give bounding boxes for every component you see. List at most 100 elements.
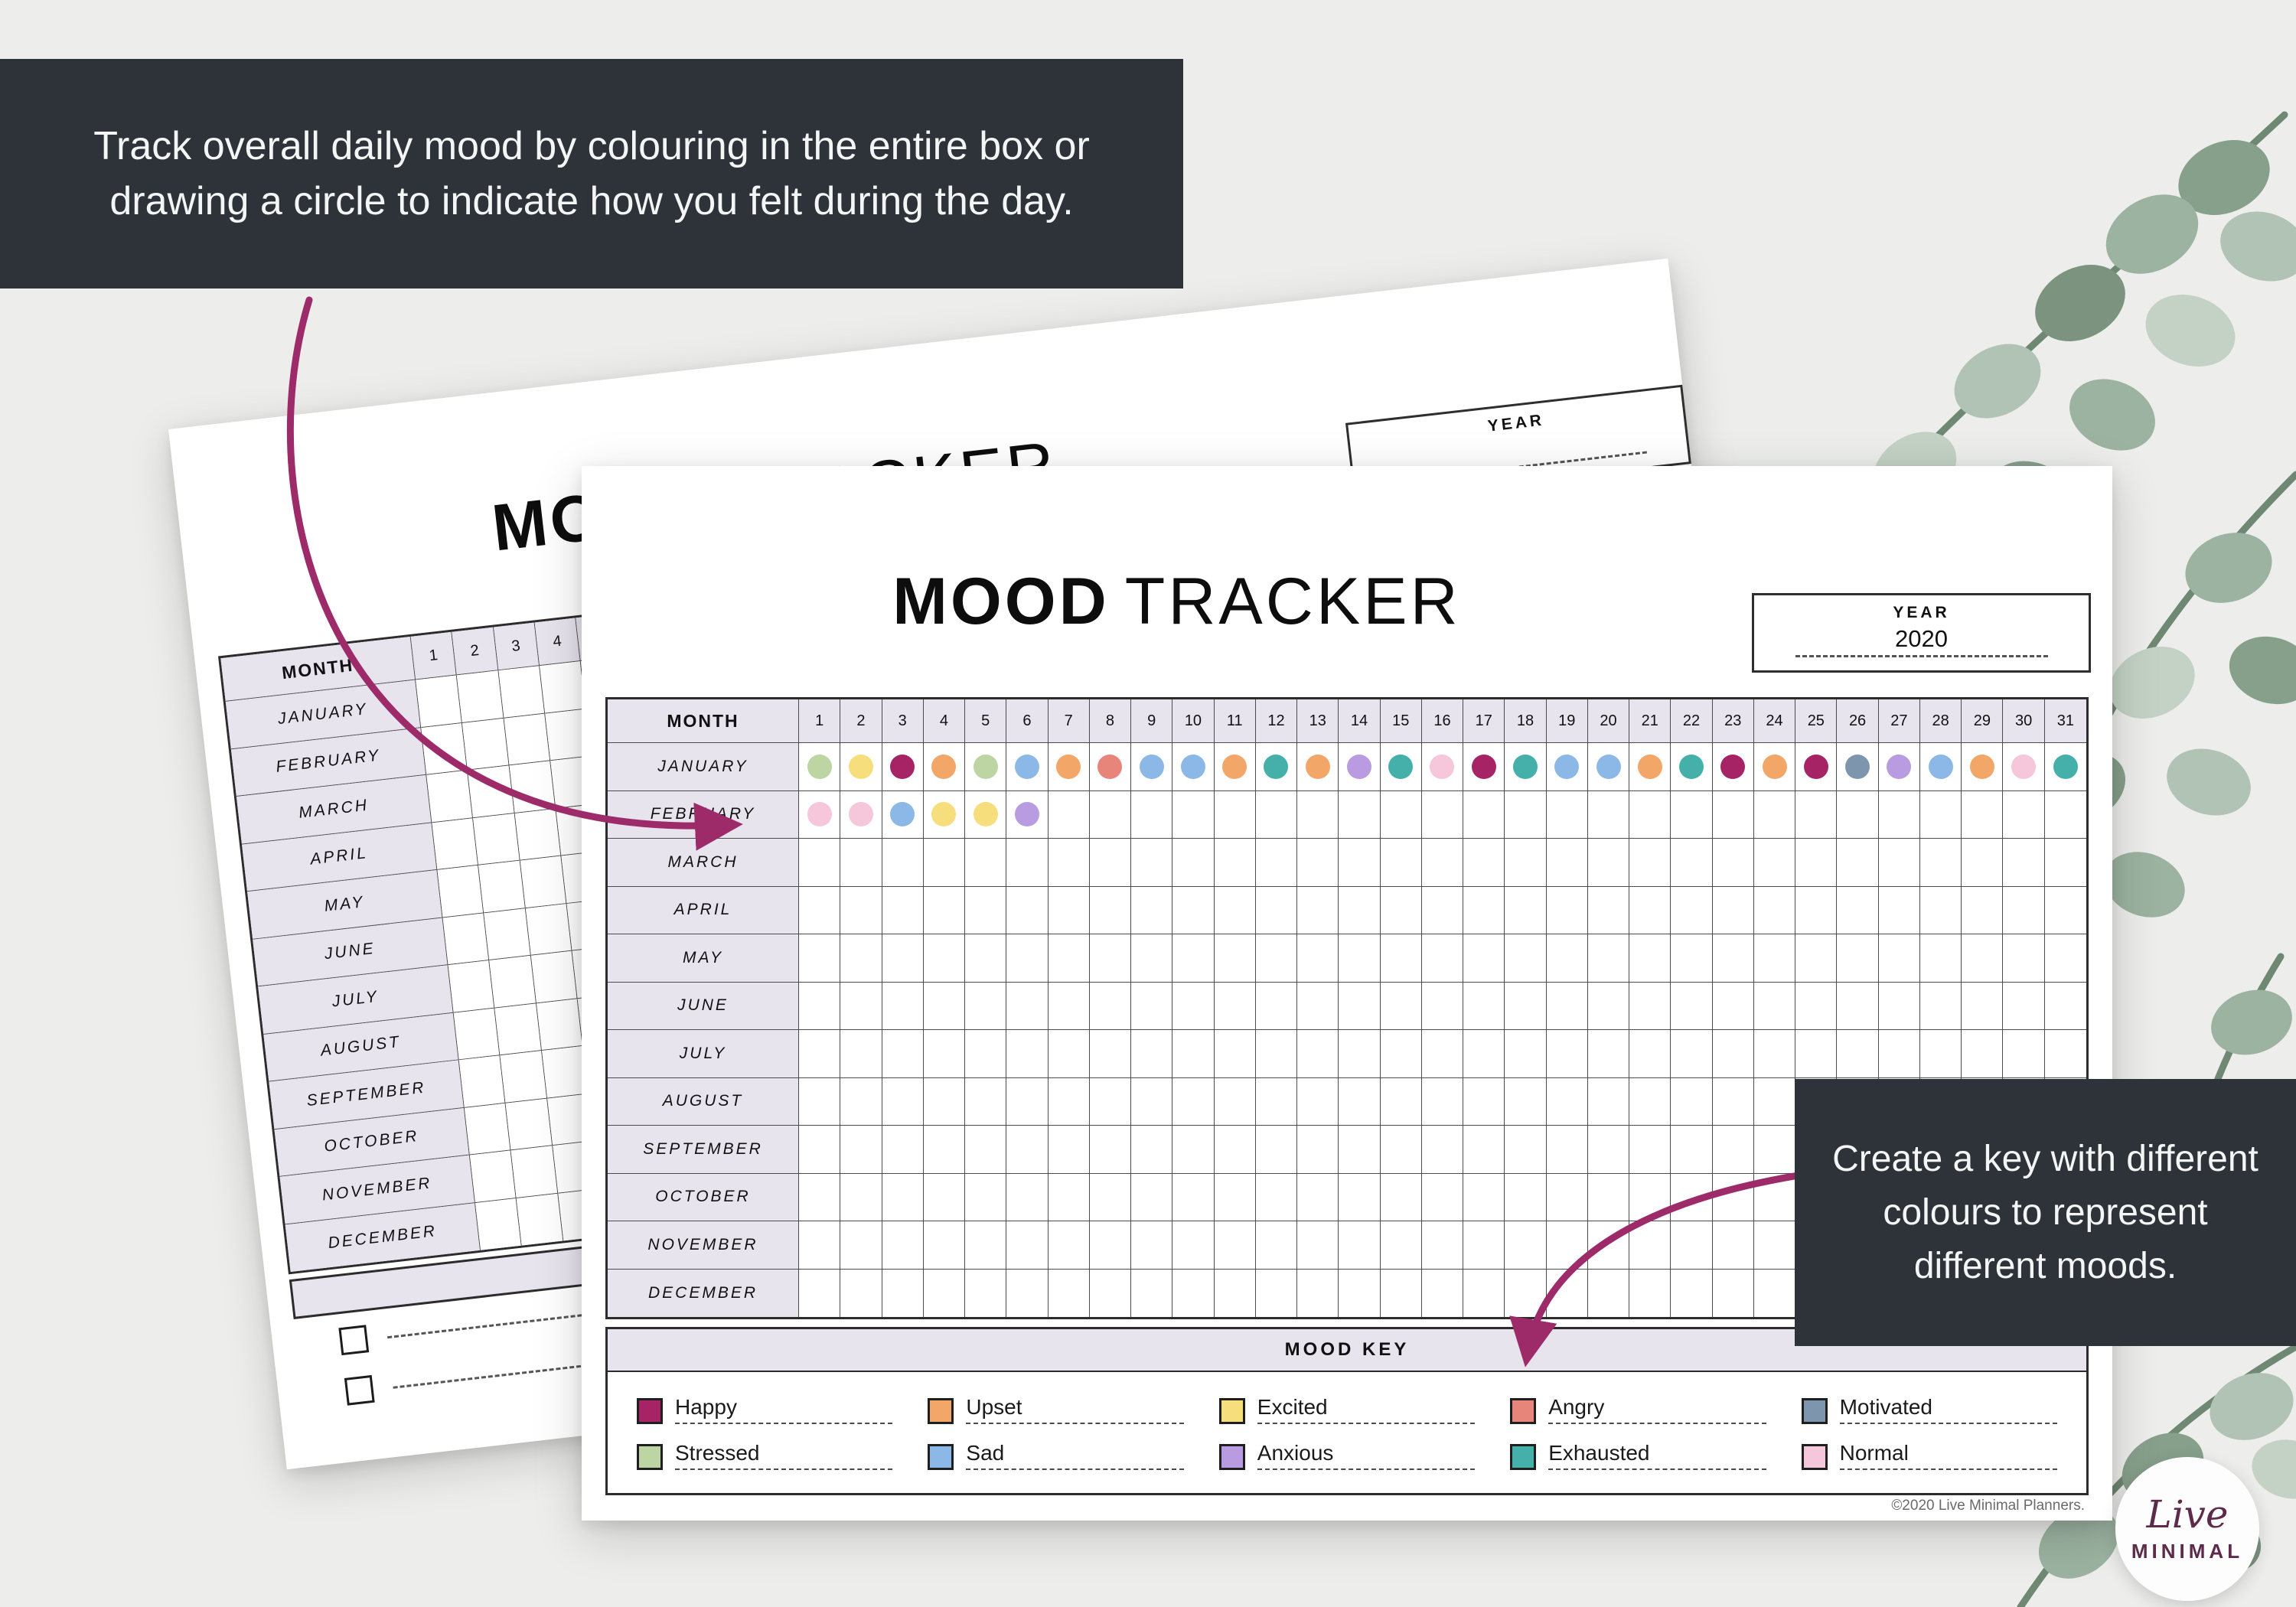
day-cell: [1712, 1221, 1754, 1270]
day-header-cell: 20: [1587, 699, 1630, 743]
day-cell: [882, 790, 924, 839]
day-cell: [1006, 1126, 1049, 1174]
day-cell: [1131, 743, 1173, 791]
day-cell: [1587, 982, 1630, 1030]
mood-label: Anxious: [1257, 1441, 1476, 1470]
mood-label: Sad: [966, 1441, 1184, 1470]
day-header-cell: 11: [1214, 699, 1256, 743]
day-cell: [1255, 839, 1298, 887]
day-cell: [1297, 839, 1339, 887]
month-label: FEBRUARY: [608, 790, 799, 839]
day-cell: [1297, 790, 1339, 839]
day-cell: [1297, 743, 1339, 791]
day-cell: [1795, 743, 1838, 791]
day-cell: [1089, 790, 1132, 839]
day-cell: [1380, 1126, 1422, 1174]
day-cell: [1878, 934, 1920, 983]
day-cell: [484, 908, 531, 960]
day-cell: [965, 1221, 1007, 1270]
day-header-cell: 1: [410, 631, 458, 680]
day-cell: [1297, 886, 1339, 934]
day-cell: [525, 903, 572, 956]
day-cell: [1048, 1221, 1090, 1270]
mood-dot: [1305, 754, 1330, 779]
day-cell: [1463, 1221, 1505, 1270]
mood-dot: [1679, 754, 1704, 779]
day-cell: [1131, 1221, 1173, 1270]
month-label: MAY: [608, 934, 799, 983]
day-cell: [1172, 1173, 1215, 1221]
day-header-cell: 19: [1546, 699, 1588, 743]
day-cell: [1255, 790, 1298, 839]
day-cell: [1297, 1030, 1339, 1078]
day-cell: [1795, 790, 1838, 839]
day-cell: [1753, 743, 1796, 791]
mood-dot: [1430, 754, 1455, 779]
day-cell: [923, 1221, 966, 1270]
day-cell: [1546, 743, 1588, 791]
day-cell: [1919, 839, 1962, 887]
day-header-cell: 24: [1753, 699, 1796, 743]
day-cell: [1753, 1077, 1796, 1126]
day-cell: [1214, 1221, 1256, 1270]
mood-swatch: [1801, 1444, 1828, 1470]
day-cell: [536, 998, 583, 1051]
day-cell: [1587, 743, 1630, 791]
month-label: APRIL: [608, 886, 799, 934]
mood-label: Excited: [1257, 1395, 1476, 1424]
mood-key-item: Normal: [1801, 1436, 2057, 1470]
mood-key-item: Exhausted: [1510, 1436, 1766, 1470]
day-cell: [1048, 1269, 1090, 1317]
mood-key-item: Stressed: [637, 1436, 893, 1470]
day-cell: [1131, 790, 1173, 839]
day-header-cell: 27: [1878, 699, 1920, 743]
mood-swatch: [1801, 1398, 1828, 1424]
mood-dot: [807, 754, 832, 779]
day-cell: [1505, 886, 1547, 934]
day-cell: [1753, 934, 1796, 983]
day-cell: [1919, 790, 1962, 839]
day-header-cell: 2: [840, 699, 882, 743]
day-cell: [840, 982, 882, 1030]
day-header-cell: 21: [1629, 699, 1671, 743]
day-cell: [2044, 934, 2086, 983]
mood-dot: [973, 802, 998, 827]
day-header-cell: 5: [965, 699, 1007, 743]
day-cell: [882, 839, 924, 887]
day-cell: [1380, 1269, 1422, 1317]
day-cell: [1214, 839, 1256, 887]
day-header-cell: 31: [2044, 699, 2086, 743]
day-cell: [1297, 1221, 1339, 1270]
day-cell: [497, 666, 545, 719]
day-header-cell: 3: [493, 622, 540, 671]
day-cell: [1006, 1030, 1049, 1078]
day-header-cell: 18: [1505, 699, 1547, 743]
mood-dot: [848, 802, 873, 827]
day-cell: [1962, 790, 2004, 839]
day-cell: [442, 912, 490, 966]
day-cell: [1546, 982, 1588, 1030]
day-header-cell: 13: [1297, 699, 1339, 743]
day-cell: [1339, 743, 1381, 791]
day-cell: [1006, 839, 1049, 887]
day-cell: [1172, 790, 1215, 839]
day-cell: [1006, 743, 1049, 791]
day-cell: [1048, 839, 1090, 887]
day-cell: [923, 1030, 966, 1078]
mood-dot: [1264, 754, 1289, 779]
day-cell: [437, 865, 484, 918]
day-cell: [1962, 839, 2004, 887]
day-cell: [1131, 1126, 1173, 1174]
day-cell: [965, 790, 1007, 839]
day-cell: [426, 770, 474, 823]
day-cell: [1712, 743, 1754, 791]
day-cell: [1255, 934, 1298, 983]
day-cell: [882, 886, 924, 934]
day-cell: [1006, 1173, 1049, 1221]
day-cell: [1089, 1077, 1132, 1126]
day-cell: [1131, 1030, 1173, 1078]
mood-dot: [1803, 754, 1828, 779]
day-cell: [432, 817, 479, 870]
day-cell: [2044, 839, 2086, 887]
